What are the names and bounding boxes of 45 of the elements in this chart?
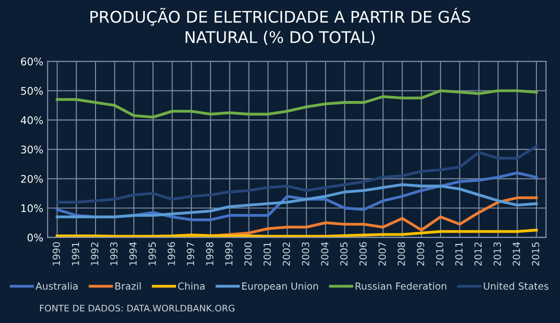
x-tick-label: 2012 [474,242,482,266]
x-tick-label: 1995 [148,242,156,266]
x-tick-label: 2015 [532,242,540,266]
x-tick-label: 1996 [168,242,176,266]
y-tick-label: 40% [20,116,43,124]
x-tick-label: 2001 [264,242,271,266]
x-tick-label: 2002 [282,242,290,266]
x-tick-label: 1997 [186,242,194,266]
chart-title: PRODUÇÃO DE ELETRICIDADE A PARTIR DE GÁS NATURAL (% DO TOTAL) [90,8,470,46]
line-series [56,228,538,238]
x-tick-label: 2003 [302,242,310,266]
y-tick-label: 60% [21,58,43,66]
x-tick-label: 1998 [206,242,214,266]
line-series [56,183,538,218]
x-tick-label: 2011 [455,242,463,266]
line-series [56,89,538,119]
x-tick-label: 2013 [494,242,501,266]
x-tick-label: 2008 [398,242,406,266]
legend-label: United States [484,282,548,290]
x-tick-label: 1991 [72,242,80,266]
source-note: FONTE DE DADOS: DATA.WORLDBANK.ORG [40,304,234,312]
y-tick-label: 0% [28,234,43,242]
legend-label: European Union [242,282,318,292]
x-tick-label: 2006 [359,242,367,266]
x-tick-label: 2000 [244,242,252,266]
x-tick-label: 1993 [110,242,118,266]
legend-label: Australia [36,282,78,290]
y-tick-label: 30% [21,146,43,154]
x-tick-label: 2014 [512,242,520,266]
x-tick-label: 2007 [378,242,386,266]
x-tick-label: 2009 [416,242,424,266]
y-tick-label: 50% [21,86,43,95]
x-tick-label: 1999 [225,242,233,266]
x-tick-label: 2004 [321,242,328,266]
x-tick-label: 1992 [90,242,98,266]
x-tick-label: 1990 [52,242,60,266]
legend-label: China [178,282,204,290]
line-series [56,145,538,204]
x-tick-label: 2005 [340,242,348,266]
y-tick-label: 20% [21,174,43,183]
x-tick-label: 2010 [436,242,444,266]
legend-label: Brazil [115,282,141,290]
y-tick-label: 10% [21,204,43,212]
x-tick-label: 1994 [129,242,137,266]
legend-label: Russian Federation [356,282,446,290]
